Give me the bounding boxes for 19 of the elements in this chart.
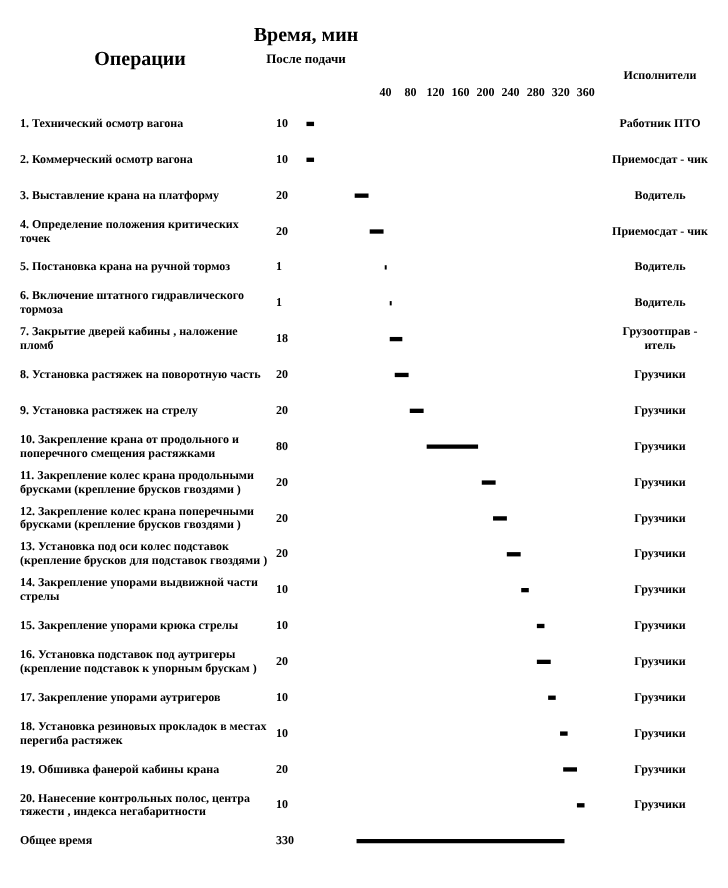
bar [506, 552, 521, 557]
bar [536, 659, 551, 665]
bar [356, 839, 565, 844]
bar [521, 587, 529, 593]
bar [481, 480, 496, 485]
bar [409, 408, 424, 413]
bar [306, 157, 315, 162]
bar [394, 372, 409, 378]
bar [426, 444, 479, 449]
bar [548, 695, 556, 700]
bar [306, 121, 315, 127]
bar [354, 193, 369, 198]
bar [369, 229, 384, 234]
bar [560, 731, 568, 736]
chart-title: Время, мин [253, 25, 359, 48]
bar [563, 767, 578, 772]
bar [493, 516, 507, 521]
bar [576, 803, 585, 808]
y-axis-title: Операции [94, 49, 187, 72]
